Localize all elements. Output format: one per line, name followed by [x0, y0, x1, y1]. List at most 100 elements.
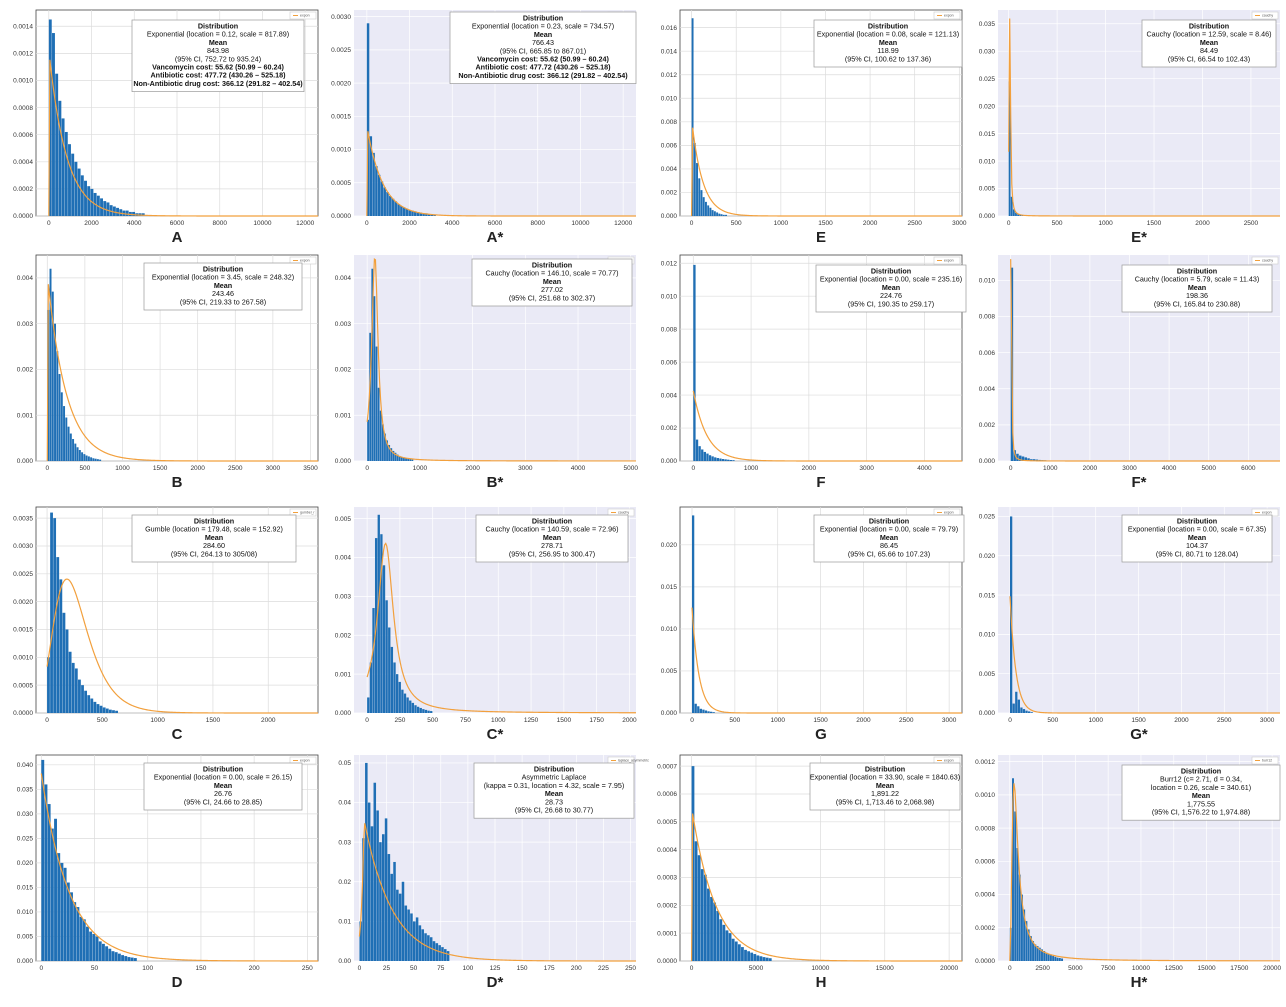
panel-label: F*	[1132, 474, 1147, 491]
hist-bar	[132, 211, 136, 216]
hist-bar	[1021, 456, 1025, 461]
hist-bar	[750, 952, 754, 961]
y-tick-label: 0.0010	[331, 147, 351, 154]
x-tick-label: 4000	[917, 465, 932, 472]
hist-bar	[415, 917, 419, 961]
hist-bar	[696, 163, 698, 216]
hist-bar	[375, 346, 378, 461]
y-tick-label: 0.005	[17, 934, 34, 941]
hist-bar	[697, 855, 701, 961]
hist-bar	[720, 214, 723, 216]
info-line: (95% CI, 264.13 to 305/08)	[171, 549, 257, 558]
hist-bar	[438, 945, 441, 961]
chart-svg-C2: 0.000 0.001 0.002 0.003 0.004 0.005 0 250 500 750…	[335, 507, 637, 743]
y-tick-label: 0.005	[979, 186, 996, 193]
hist-bar	[725, 930, 729, 961]
hist-bar	[119, 209, 123, 216]
hist-bar	[112, 710, 115, 713]
hist-bar	[369, 136, 373, 216]
x-tick-label: 5000	[749, 965, 764, 972]
x-tick-label: 7500	[1101, 965, 1116, 972]
histogram-bars	[691, 766, 772, 961]
hist-bar	[61, 118, 65, 216]
info-line: (95% CI, 190.35 to 259.17)	[848, 299, 934, 308]
x-tick-label: 3000	[952, 220, 967, 227]
panel-label: D*	[487, 974, 504, 991]
hist-bar	[721, 459, 725, 461]
x-tick-label: 0	[1009, 465, 1013, 472]
y-tick-label: 0.0030	[331, 14, 351, 21]
y-tick-label: 0.015	[661, 584, 678, 591]
x-tick-label: 250	[302, 965, 313, 972]
info-line: Distribution	[203, 765, 243, 774]
hist-bar	[373, 782, 377, 961]
hist-bar	[86, 926, 89, 961]
info-line: Cauchy (location = 12.59, scale = 8.46)	[1146, 30, 1271, 39]
info-box-frame	[1141, 19, 1277, 68]
chart-svg-C: 0.0000 0.0005 0.0010 0.0015 0.0020 0.0025 0.00…	[13, 506, 319, 743]
legend-label: expon	[1262, 511, 1272, 515]
hist-bar	[384, 818, 388, 961]
chart-svg-E2: 0.000 0.005 0.010 0.015 0.020 0.025 0.030 0.035…	[979, 10, 1280, 246]
x-tick-label: 5000	[1201, 465, 1216, 472]
hist-bar	[387, 854, 391, 961]
hist-bar	[397, 204, 400, 216]
y-tick-label: 0.000	[661, 458, 678, 465]
x-tick-label: 0	[691, 465, 695, 472]
info-line: Distribution	[532, 261, 572, 270]
info-line: 243.46	[212, 289, 234, 298]
hist-bar	[1041, 949, 1043, 961]
y-tick-label: 0.002	[661, 425, 678, 432]
info-line: (95% CI, 165.84 to 230.88)	[1154, 299, 1240, 308]
hist-bar	[78, 450, 81, 461]
x-tick-label: 1500	[557, 717, 572, 724]
chart-svg-A: 0.0000 0.0002 0.0004 0.0006 0.0008 0.0010 0.00…	[13, 9, 319, 246]
hist-bar	[106, 202, 110, 216]
info-line: Exponential (location = 0.08, scale = 12…	[817, 30, 959, 39]
y-tick-label: 0.000	[979, 213, 996, 220]
histogram-bars	[359, 762, 450, 961]
y-tick-label: 0.010	[979, 277, 996, 284]
x-tick-label: 175	[544, 965, 555, 972]
info-line: Non-Antibiotic drug cost: 366.12 (291.82…	[133, 79, 303, 88]
y-tick-label: 0.004	[661, 392, 678, 399]
info-line: Exponential (location = 0.00, scale = 23…	[820, 275, 962, 284]
hist-bar	[1018, 874, 1021, 961]
hist-bar	[1061, 958, 1064, 961]
hist-bar	[74, 161, 78, 216]
x-tick-label: 0	[47, 220, 51, 227]
x-tick-label: 8000	[530, 220, 545, 227]
hist-bar	[50, 512, 53, 713]
panel-label: A	[172, 229, 183, 246]
hist-bar	[388, 627, 391, 713]
x-tick-label: 2500	[1217, 717, 1232, 724]
hist-bar	[69, 433, 72, 461]
y-tick-label: 0.030	[17, 811, 34, 818]
legend-label: cauchy	[618, 511, 629, 515]
hist-bar	[722, 924, 726, 961]
y-tick-label: 0.000	[979, 710, 996, 717]
chart-svg-F: 0.000 0.002 0.004 0.006 0.008 0.010 0.012 0 1000…	[661, 254, 967, 491]
x-tick-label: 6000	[1241, 465, 1256, 472]
x-tick-label: 0	[1008, 965, 1012, 972]
legend: cauchy	[1251, 256, 1279, 265]
y-tick-label: 0.05	[338, 760, 351, 767]
y-tick-label: 0.025	[17, 836, 34, 843]
hist-bar	[401, 689, 404, 713]
info-line: Mean	[543, 533, 561, 542]
hist-bar	[108, 948, 112, 961]
hist-bar	[390, 448, 393, 461]
y-tick-label: 0.0035	[13, 515, 33, 522]
info-line: Mean	[543, 277, 561, 286]
hist-bar	[765, 957, 769, 961]
x-tick-label: 1000	[491, 717, 506, 724]
chart-svg-B2: 0.000 0.001 0.002 0.003 0.004 0 1000 2000 3000 40…	[335, 255, 638, 491]
hist-bar	[1030, 712, 1033, 713]
y-tick-label: 0.03	[338, 839, 351, 846]
panel-label: D	[172, 974, 183, 991]
x-tick-label: 200	[571, 965, 582, 972]
panel-label: G*	[1130, 726, 1148, 743]
hist-bar	[753, 954, 757, 961]
y-tick-label: 0.006	[979, 350, 996, 357]
